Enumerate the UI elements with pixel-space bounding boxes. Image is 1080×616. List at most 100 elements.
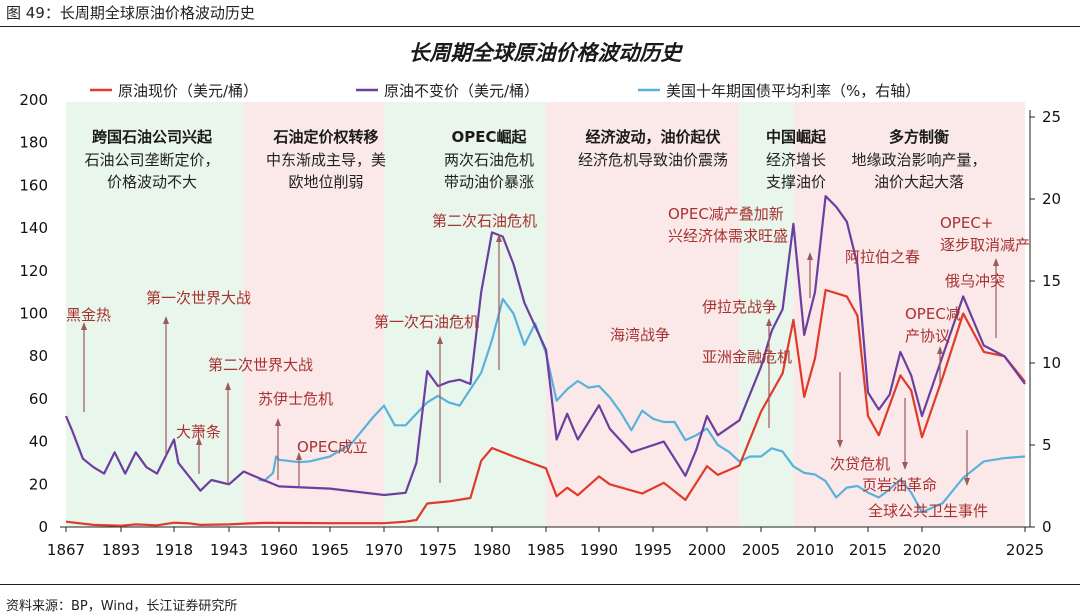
event-label: 伊拉克战争 <box>702 298 777 316</box>
x-tick-label: 2010 <box>796 541 834 559</box>
x-tick-label: 1918 <box>155 541 193 559</box>
event-label: 第一次石油危机 <box>374 313 479 331</box>
era-title: 跨国石油公司兴起 <box>92 128 213 146</box>
event-arrowhead <box>81 322 87 330</box>
x-tick-label: 1867 <box>47 541 85 559</box>
event-label: OPEC成立 <box>297 438 368 456</box>
event-arrows <box>81 234 999 486</box>
left-tick-label: 100 <box>19 305 48 323</box>
source-note: 资料来源：BP，Wind，长江证券研究所 <box>6 599 238 614</box>
shaded-period-3 <box>546 102 740 527</box>
right-tick-label: 15 <box>1042 272 1061 290</box>
x-tick-label: 2020 <box>903 541 941 559</box>
event-arrowhead <box>196 437 202 445</box>
left-tick-label: 140 <box>19 219 48 237</box>
series-lines <box>64 195 1026 527</box>
x-tick-label: 1960 <box>260 541 298 559</box>
event-label: 俄乌冲突 <box>945 272 1005 290</box>
event-label: 大萧条 <box>176 423 221 441</box>
event-label: 全球公共卫生事件 <box>868 502 988 520</box>
x-tick-label: 1970 <box>365 541 403 559</box>
left-tick-label: 60 <box>29 390 48 408</box>
left-axis: 0 20 40 60 80 100 120 140 160 180 200 <box>19 91 48 536</box>
right-axis: 0 5 10 15 20 25 <box>1029 108 1061 536</box>
event-label: 阿拉伯之春 <box>845 248 920 266</box>
event-arrowhead <box>766 318 772 326</box>
event-arrowhead <box>275 418 281 426</box>
left-tick-label: 80 <box>29 347 48 365</box>
figure-caption: 图 49：长周期全球原油价格波动历史 <box>6 4 255 22</box>
legend-label-constant: 原油不变价（美元/桶） <box>384 82 539 100</box>
shaded-period-5 <box>793 102 1025 527</box>
event-arrowhead <box>937 346 943 354</box>
shaded-period-1 <box>243 102 384 527</box>
event-arrowhead <box>225 382 231 390</box>
era-description: 支撑油价 <box>766 173 826 191</box>
event-arrowhead <box>993 258 999 266</box>
x-tick-label: 2025 <box>1006 541 1044 559</box>
left-tick-label: 200 <box>19 91 48 109</box>
event-arrowhead <box>296 452 302 460</box>
series-line-yield <box>258 297 1026 514</box>
series-line-spot <box>65 288 1026 527</box>
bottom-rule <box>0 584 1080 585</box>
event-label: 苏伊士危机 <box>258 390 333 408</box>
x-tick-label: 2005 <box>742 541 780 559</box>
event-label: 第二次石油危机 <box>432 212 537 230</box>
chart-title: 长周期全球原油价格波动历史 <box>409 41 684 65</box>
shaded-period-2 <box>384 102 546 527</box>
legend-label-yield: 美国十年期国债平均利率（%，右轴） <box>666 82 920 100</box>
event-arrowhead <box>837 440 843 448</box>
event-label: 海湾战争 <box>610 326 670 344</box>
event-arrowhead <box>807 252 813 260</box>
event-label: 第一次世界大战 <box>146 289 251 307</box>
event-arrowhead <box>964 478 970 486</box>
era-title: 石油定价权转移 <box>272 128 378 146</box>
era-description: 油价大起大落 <box>874 173 964 191</box>
event-label: 页岩油革命 <box>862 476 937 494</box>
right-tick-label: 5 <box>1042 436 1052 454</box>
era-description: 经济危机导致油价震荡 <box>578 151 728 169</box>
era-description: 两次石油危机 <box>444 151 534 169</box>
era-title: 多方制衡 <box>889 128 949 146</box>
x-tick-label: 2000 <box>688 541 726 559</box>
right-tick-label: 10 <box>1042 354 1061 372</box>
x-tick-label: 1980 <box>473 541 511 559</box>
event-label: 次贷危机 <box>830 455 890 473</box>
legend: 原油现价（美元/桶） 原油不变价（美元/桶） 美国十年期国债平均利率（%，右轴） <box>90 82 920 100</box>
event-label: 第二次世界大战 <box>208 356 313 374</box>
x-tick-label: 1943 <box>210 541 248 559</box>
era-description: 石油公司垄断定价， <box>84 151 219 169</box>
event-arrowhead <box>163 316 169 324</box>
series-line-constant <box>64 195 1026 497</box>
legend-label-spot: 原油现价（美元/桶） <box>118 82 258 100</box>
left-tick-label: 160 <box>19 176 48 194</box>
x-tick-label: 1893 <box>102 541 140 559</box>
shaded-period-0 <box>66 102 244 527</box>
x-axis: 1867 1893 1918 1943 1960 1965 1970 1975 1980 1985… <box>47 526 1044 559</box>
era-title: 经济波动，油价起伏 <box>585 128 720 146</box>
era-title: 中国崛起 <box>766 128 827 146</box>
era-description: 欧地位削弱 <box>288 173 363 191</box>
event-arrowhead <box>437 336 443 344</box>
event-label: 亚洲金融危机 <box>702 348 792 366</box>
top-rule <box>0 26 1080 27</box>
left-tick-label: 20 <box>29 475 48 493</box>
right-tick-label: 20 <box>1042 190 1061 208</box>
era-description: 价格波动不大 <box>107 173 197 191</box>
event-arrowhead <box>496 234 502 242</box>
event-arrowhead <box>902 462 908 470</box>
x-tick-label: 1975 <box>419 541 457 559</box>
era-description: 带动油价暴涨 <box>444 173 534 191</box>
x-tick-label: 1965 <box>311 541 349 559</box>
x-tick-label: 2015 <box>849 541 887 559</box>
x-tick-label: 1990 <box>580 541 618 559</box>
left-tick-label: 0 <box>38 518 48 536</box>
event-label: OPEC减产协议 <box>905 305 961 345</box>
era-description: 经济增长 <box>766 151 826 169</box>
era-description: 地缘政治影响产量， <box>851 151 986 169</box>
left-tick-label: 180 <box>19 134 48 152</box>
